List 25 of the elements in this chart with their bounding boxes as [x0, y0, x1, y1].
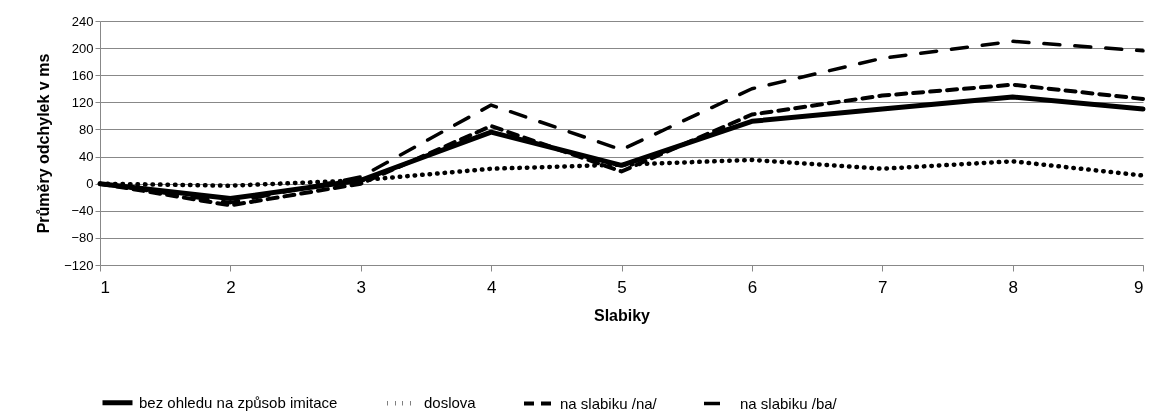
- y-tick-label: 240: [71, 13, 94, 29]
- legend-label: na slabiku /na/: [560, 394, 658, 412]
- x-tick-label: 8: [1008, 277, 1018, 297]
- y-tick-label: 160: [71, 67, 94, 83]
- x-tick-label: 5: [617, 277, 627, 297]
- x-tick-label: 7: [878, 277, 888, 297]
- legend-label: na slabiku /ba/: [740, 394, 838, 412]
- y-tick-label: 120: [71, 94, 94, 110]
- x-tick-label: 9: [1134, 277, 1144, 297]
- x-tick-label: 1: [100, 277, 110, 297]
- y-axis-title: Průměry odchylek v ms: [35, 53, 53, 234]
- y-tick-label: −120: [64, 257, 94, 273]
- y-tick-label: −80: [71, 230, 94, 246]
- legend-label: doslova: [424, 394, 477, 412]
- x-tick-label: 3: [356, 277, 366, 297]
- x-tick-label: 6: [747, 277, 758, 297]
- x-tick-label: 2: [226, 277, 236, 297]
- y-tick-label: 0: [86, 176, 94, 192]
- y-tick-label: 80: [79, 121, 94, 137]
- x-tick-label: 4: [486, 277, 497, 297]
- y-tick-label: 200: [71, 40, 94, 56]
- y-tick-label: 40: [79, 149, 94, 165]
- x-axis-title: Slabiky: [593, 306, 651, 324]
- y-tick-label: −40: [71, 203, 94, 219]
- legend-label: bez ohledu na způsob imitace: [139, 393, 338, 411]
